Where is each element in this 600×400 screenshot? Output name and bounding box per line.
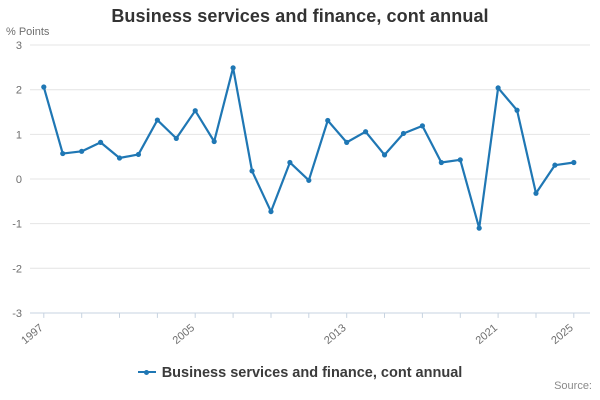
svg-text:-3: -3 [12,308,22,320]
svg-text:0: 0 [16,174,22,186]
svg-text:-2: -2 [12,263,22,275]
svg-text:-1: -1 [12,219,22,231]
svg-text:1997: 1997 [19,322,45,347]
svg-text:2005: 2005 [171,322,197,347]
svg-text:3: 3 [16,40,22,52]
svg-text:2025: 2025 [549,322,575,347]
svg-text:2013: 2013 [322,322,348,347]
svg-text:2021: 2021 [474,322,500,347]
svg-text:1: 1 [16,129,22,141]
svg-text:2: 2 [16,85,22,97]
